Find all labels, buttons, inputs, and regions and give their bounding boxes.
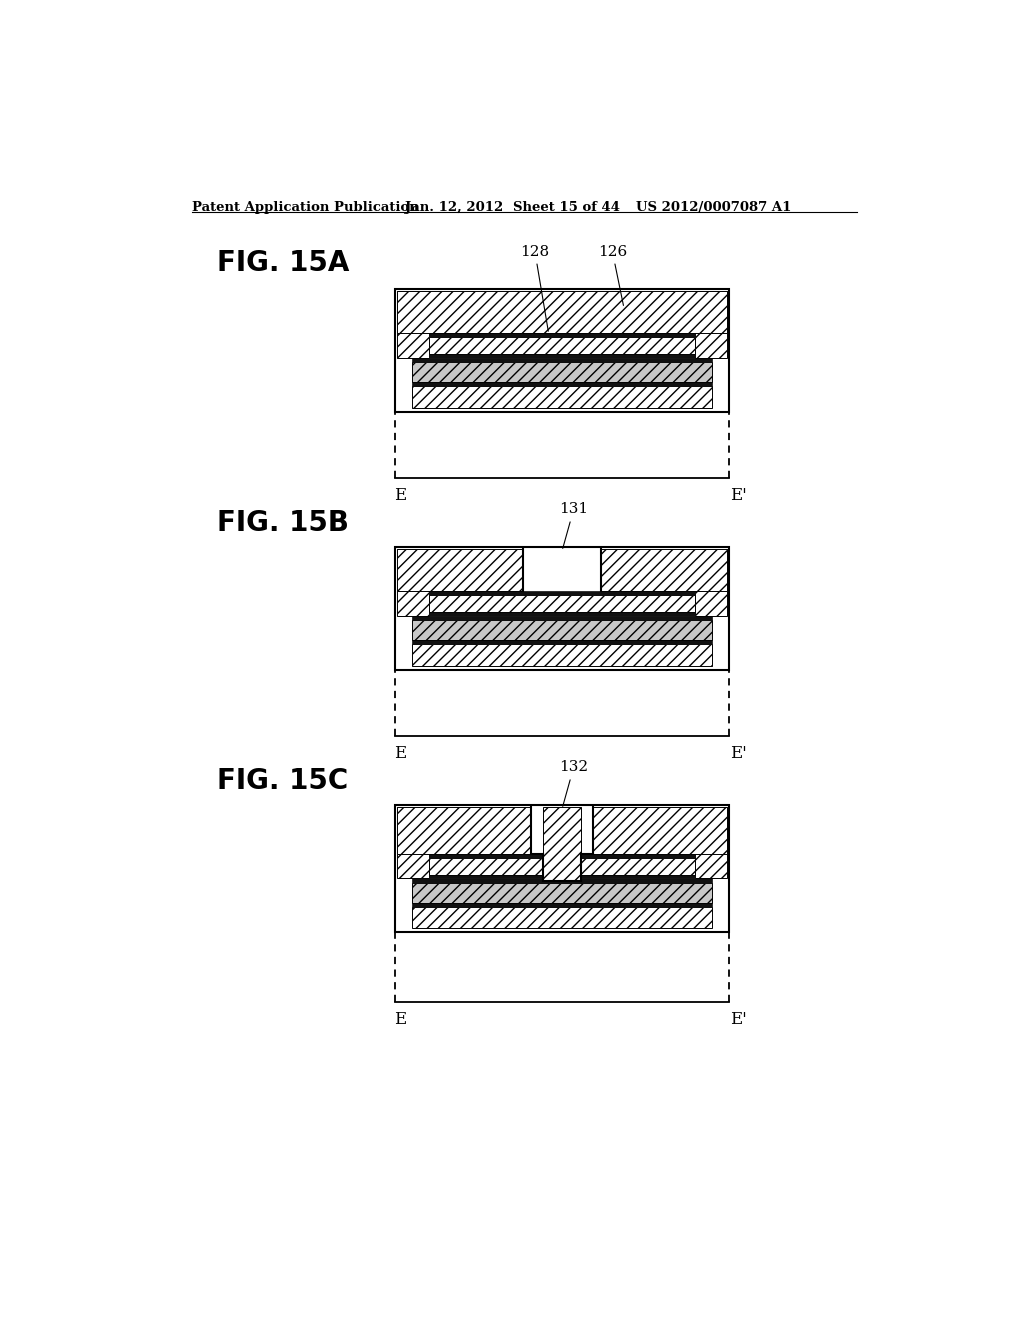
- Bar: [429, 854, 694, 858]
- Bar: [694, 549, 727, 615]
- Text: 126: 126: [598, 244, 627, 305]
- Bar: [413, 907, 712, 928]
- Text: Jan. 12, 2012: Jan. 12, 2012: [406, 201, 504, 214]
- Bar: [543, 807, 582, 880]
- Bar: [397, 549, 523, 591]
- Bar: [413, 878, 712, 883]
- Bar: [395, 548, 729, 669]
- Text: US 2012/0007087 A1: US 2012/0007087 A1: [636, 201, 792, 214]
- Bar: [694, 290, 727, 358]
- Bar: [413, 615, 712, 620]
- Bar: [429, 612, 694, 615]
- Bar: [413, 644, 712, 665]
- Bar: [413, 358, 712, 363]
- Bar: [413, 620, 712, 640]
- Bar: [397, 549, 429, 615]
- Text: FIG. 15A: FIG. 15A: [217, 249, 349, 277]
- Text: FIG. 15C: FIG. 15C: [217, 767, 348, 795]
- Bar: [413, 383, 712, 387]
- Bar: [413, 903, 712, 907]
- Text: Patent Application Publication: Patent Application Publication: [193, 201, 419, 214]
- Bar: [429, 591, 694, 595]
- Text: E': E': [730, 744, 746, 762]
- Bar: [395, 289, 729, 412]
- Text: E': E': [730, 1011, 746, 1028]
- Bar: [429, 874, 694, 878]
- Text: E': E': [730, 487, 746, 504]
- Bar: [429, 337, 694, 354]
- Bar: [429, 858, 694, 875]
- Bar: [413, 640, 712, 644]
- Text: 131: 131: [559, 503, 588, 548]
- Bar: [413, 883, 712, 903]
- Text: E: E: [394, 1011, 407, 1028]
- Bar: [397, 290, 727, 333]
- Text: Sheet 15 of 44: Sheet 15 of 44: [513, 201, 621, 214]
- Bar: [413, 363, 712, 383]
- Text: E: E: [394, 744, 407, 762]
- Bar: [429, 333, 694, 337]
- Bar: [543, 807, 582, 880]
- Bar: [395, 805, 729, 932]
- Text: 128: 128: [520, 244, 550, 331]
- Text: E: E: [394, 487, 407, 504]
- Text: FIG. 15B: FIG. 15B: [217, 508, 349, 537]
- Bar: [429, 354, 694, 358]
- Bar: [593, 807, 727, 854]
- Bar: [397, 807, 429, 878]
- Bar: [601, 549, 727, 591]
- Bar: [397, 807, 531, 854]
- Bar: [694, 807, 727, 878]
- Bar: [413, 387, 712, 408]
- Text: 132: 132: [559, 760, 588, 807]
- Bar: [429, 595, 694, 612]
- Bar: [397, 290, 429, 358]
